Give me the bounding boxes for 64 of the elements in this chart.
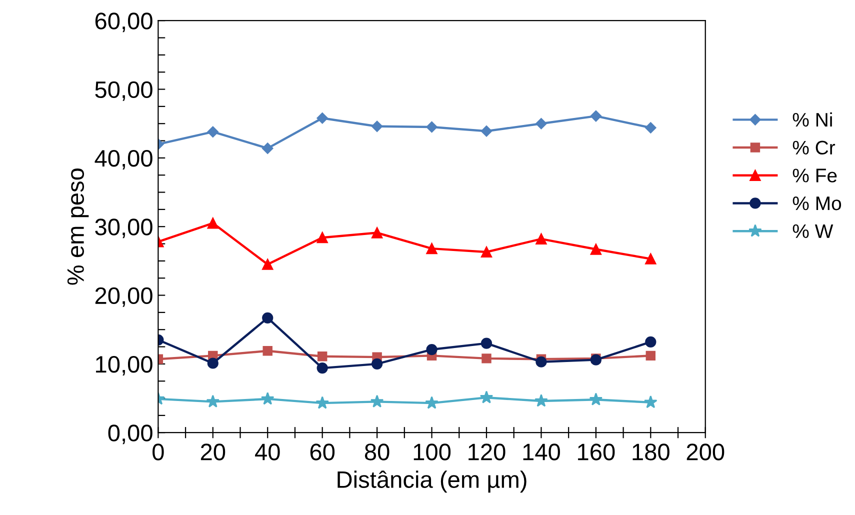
point (645, 122, 656, 134)
point (316, 396, 329, 409)
x-tick-label: 160 (578, 444, 615, 460)
point (590, 110, 602, 122)
point (646, 350, 656, 361)
legend-label: % Mo (792, 196, 842, 210)
y-tick-label: 30,00 (95, 218, 152, 238)
point (260, 392, 274, 405)
point (262, 142, 274, 154)
y-tick-label: 10,00 (96, 356, 152, 376)
x-tick-label: 180 (632, 444, 670, 460)
x-tick-label: 20 (200, 444, 226, 460)
x-tick-label: 120 (468, 444, 506, 460)
x-tick-label: 200 (686, 444, 724, 460)
point (480, 390, 494, 404)
point (536, 233, 547, 245)
point (262, 346, 272, 356)
y-tick-label: 40,00 (94, 150, 152, 170)
legend-label: % W (792, 224, 834, 238)
point (426, 121, 438, 133)
point (372, 227, 383, 238)
point (262, 312, 274, 324)
y-tick-label: 20,00 (95, 287, 152, 307)
point (645, 336, 656, 348)
point (645, 253, 656, 264)
point (262, 258, 274, 270)
point (536, 118, 547, 130)
point (317, 352, 328, 362)
x-tick-label: 80 (364, 444, 390, 460)
point (206, 394, 220, 408)
x-tick-label: 140 (523, 444, 560, 460)
point (372, 358, 383, 370)
point (644, 395, 658, 408)
point (426, 243, 438, 254)
y-tick-label: 60,00 (95, 12, 152, 32)
point (425, 396, 438, 409)
point (534, 394, 548, 407)
point (480, 246, 492, 258)
legend-label: % Cr (792, 140, 836, 155)
point (371, 120, 383, 132)
point (590, 244, 602, 255)
point (207, 218, 218, 229)
legend-label: % Ni (792, 112, 832, 127)
legend-label: % Fe (792, 168, 837, 182)
y-tick-label: 0,00 (108, 424, 152, 444)
x-tick-label: 60 (310, 444, 335, 460)
point (370, 394, 384, 408)
point (316, 232, 328, 244)
point (426, 344, 438, 356)
point (316, 362, 328, 374)
y-tick-label: 50,00 (95, 81, 152, 101)
point (207, 126, 218, 138)
point (589, 392, 603, 406)
point (480, 126, 492, 137)
y-axis-title: % em peso (67, 168, 89, 285)
point (207, 358, 218, 369)
point (482, 354, 492, 364)
x-tick-label: 40 (255, 444, 280, 460)
x-axis-title: Distância (em µm) (338, 470, 526, 493)
point (316, 112, 328, 124)
x-tick-label: 0 (152, 444, 164, 460)
x-tick-label: 100 (414, 444, 451, 460)
point (480, 338, 492, 349)
point (536, 356, 547, 368)
